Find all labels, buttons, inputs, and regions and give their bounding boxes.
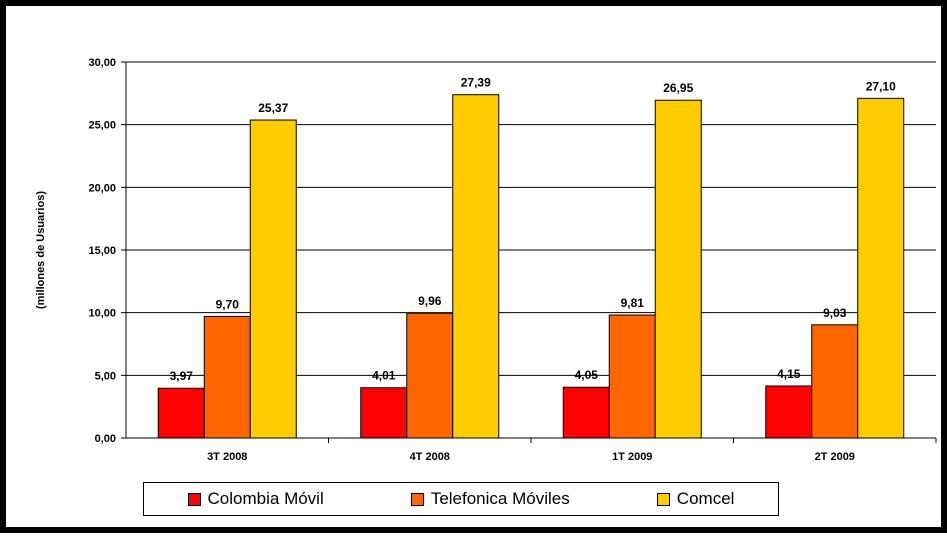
legend-swatch [410, 492, 424, 506]
bar [857, 97, 905, 439]
bar [249, 119, 297, 439]
bar [203, 315, 251, 439]
bar-chart: 0,00 5,00 10,00 15,00 20,00 25,00 30,00 (millon… [35, 57, 937, 463]
y-tick-label: 0,00 [95, 433, 116, 445]
bar [811, 324, 859, 439]
bar [360, 387, 408, 439]
bar [765, 385, 813, 439]
data-label: 4,15 [777, 367, 801, 381]
x-tick-label: 1T 2009 [612, 451, 652, 463]
x-tick-label: 4T 2008 [410, 451, 450, 463]
legend: Colombia Móvil Telefonica Móviles Comcel [143, 482, 779, 516]
data-label: 25,37 [258, 101, 288, 115]
data-label: 9,96 [418, 294, 442, 308]
y-tick-label: 15,00 [88, 245, 116, 257]
data-label: 9,03 [823, 306, 847, 320]
y-tick-label: 10,00 [88, 308, 116, 320]
data-label: 4,01 [372, 369, 396, 383]
bar [452, 94, 500, 439]
legend-swatch [656, 492, 670, 506]
x-tick-label: 3T 2008 [207, 451, 247, 463]
data-label: 9,81 [621, 296, 645, 310]
data-label: 26,95 [663, 81, 693, 95]
legend-swatch [187, 492, 201, 506]
legend-label: Colombia Móvil [207, 489, 324, 508]
bar [608, 314, 656, 439]
legend-item: Telefonica Móviles [410, 489, 570, 509]
bar [654, 99, 702, 439]
y-tick-label: 20,00 [88, 182, 116, 194]
x-tick-label: 2T 2009 [815, 451, 855, 463]
y-axis-label: (millones de Usuarios) [35, 191, 47, 309]
data-label: 27,39 [461, 76, 491, 90]
bar [562, 386, 610, 439]
data-label: 9,70 [216, 297, 240, 311]
y-tick-label: 30,00 [88, 57, 116, 69]
legend-label: Comcel [676, 489, 735, 508]
legend-item: Colombia Móvil [187, 489, 324, 509]
data-label: 4,05 [575, 368, 599, 382]
bar [406, 312, 454, 439]
legend-item: Comcel [656, 489, 735, 509]
y-tick-label: 25,00 [88, 120, 116, 132]
data-label: 3,97 [170, 369, 194, 383]
y-tick-label: 5,00 [95, 370, 116, 382]
legend-label: Telefonica Móviles [430, 489, 570, 508]
data-label: 27,10 [866, 79, 896, 93]
bar [157, 387, 205, 439]
